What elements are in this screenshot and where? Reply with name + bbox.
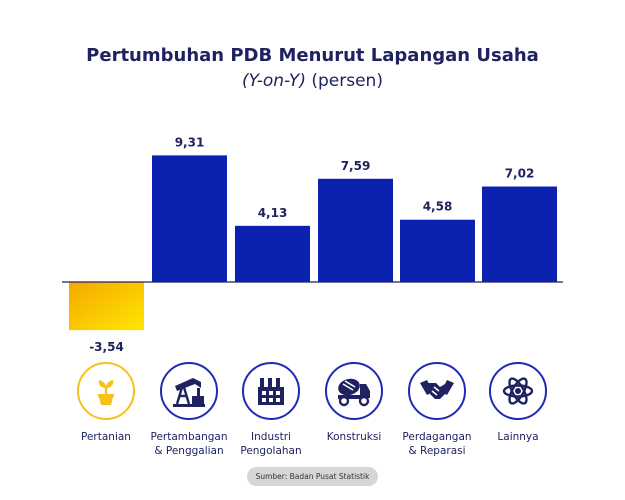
handshake-icon (408, 362, 466, 420)
value-label-2: 4,13 (258, 206, 288, 220)
cement-mixer-truck-icon (325, 362, 383, 420)
atom-icon (489, 362, 547, 420)
chart-title: Pertumbuhan PDB Menurut Lapangan Usaha (86, 45, 539, 66)
category-label-0: Pertanian (81, 431, 131, 443)
category-label-2: Industri Pengolahan (240, 431, 302, 457)
subtitle-yoy: (Y-on-Y) (242, 71, 306, 91)
category-label-5: Lainnya (497, 431, 539, 443)
bar-2 (235, 225, 310, 282)
plant-sprout-icon (77, 362, 135, 420)
oil-pump-icon (160, 362, 218, 420)
factory-icon (242, 362, 300, 420)
chart-subtitle: (Y-on-Y) (persen) (0, 71, 625, 91)
bar-4 (400, 219, 475, 282)
subtitle-unit: (persen) (305, 71, 383, 91)
bar-chart: -3,54 9,31 4,13 7,59 4,58 7,02 (62, 135, 563, 354)
bar-0 (69, 282, 144, 331)
bar-5 (482, 186, 557, 282)
value-label-4: 4,58 (423, 200, 453, 214)
source-note: Sumber: Badan Pusat Statistik (247, 467, 378, 486)
value-label-3: 7,59 (341, 159, 371, 173)
category-label-1: Pertambangan & Penggalian (150, 431, 228, 457)
category-label-4: Perdagangan & Reparasi (402, 431, 472, 457)
value-label-0: -3,54 (89, 340, 124, 354)
value-label-1: 9,31 (175, 135, 205, 149)
value-label-5: 7,02 (505, 167, 535, 181)
category-label-3: Konstruksi (326, 431, 382, 443)
bar-1 (152, 155, 227, 282)
bar-3 (318, 178, 393, 282)
